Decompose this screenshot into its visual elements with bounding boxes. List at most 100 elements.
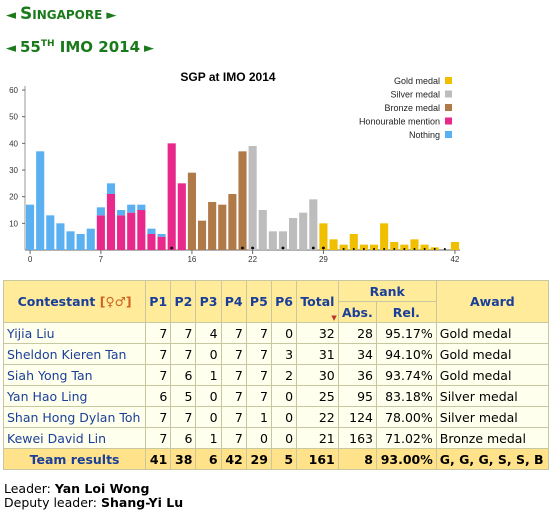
y-tick-label: 40 <box>9 139 18 148</box>
rel-rank: 94.10% <box>375 343 437 365</box>
x-tick-label: 16 <box>187 255 196 264</box>
problem-score: 2 <box>270 364 298 386</box>
y-axis: 10 20 30 40 50 60 <box>9 86 26 250</box>
contestant-name[interactable]: Kewei David Lin <box>2 427 147 449</box>
total-header[interactable]: Total ▼ <box>296 280 339 323</box>
next-country-arrow-icon[interactable]: ► <box>106 8 117 23</box>
problem-score: 6 <box>145 385 172 407</box>
prev-country-arrow-icon[interactable]: ◄ <box>6 8 16 23</box>
legend-swatch <box>445 104 452 111</box>
total-header-label: Total <box>300 294 335 309</box>
bar <box>329 239 338 250</box>
team-results-row: Team results 41 38 6 42 29 5 161 8 93.00% G, G, G,… <box>2 448 550 470</box>
country-link[interactable]: Singapore <box>20 4 103 24</box>
bar <box>177 183 186 250</box>
legend-label: Silver medal <box>390 90 440 100</box>
bar <box>339 244 348 250</box>
score-marker <box>423 248 426 250</box>
rel-rank-header[interactable]: Rel. <box>375 301 437 323</box>
rel-rank: 78.00% <box>375 406 437 428</box>
abs-rank: 28 <box>337 322 377 344</box>
results-body: Yijia Liu 7 7 4 7 7 0 32 28 95.17% Gold medal Sheld… <box>2 322 550 470</box>
award: Bronze medal <box>435 427 550 449</box>
bar <box>147 234 156 250</box>
problem-score: 7 <box>145 427 172 449</box>
legend-label: Gold medal <box>394 76 440 86</box>
bar <box>420 244 429 250</box>
contestant-name[interactable]: Yijia Liu <box>2 322 147 344</box>
problem-score: 7 <box>145 322 172 344</box>
x-tick-label: 22 <box>248 255 257 264</box>
award: Gold medal <box>435 364 550 386</box>
bar <box>400 244 409 250</box>
score-marker <box>373 248 376 250</box>
problem-score: 0 <box>270 322 298 344</box>
problem-score: 1 <box>195 364 222 386</box>
next-imo-arrow-icon[interactable]: ► <box>144 41 155 56</box>
singapore-score-marker <box>311 246 315 250</box>
bar <box>157 234 166 237</box>
award-header[interactable]: Award <box>435 280 550 323</box>
bar <box>96 207 105 216</box>
bar <box>410 239 419 250</box>
legend-swatch <box>445 77 452 84</box>
problem-score: 7 <box>245 364 272 386</box>
problem-score: 0 <box>195 385 222 407</box>
leader-label: Leader: <box>4 481 51 496</box>
team-problem-score: 41 <box>145 448 172 470</box>
problem-score: 7 <box>170 406 197 428</box>
team-problem-score: 6 <box>195 448 222 470</box>
imo-link[interactable]: 55TH IMO 2014 <box>20 38 140 56</box>
bar <box>380 223 389 250</box>
prev-imo-arrow-icon[interactable]: ◄ <box>6 41 16 56</box>
problem-score: 7 <box>245 343 272 365</box>
p2-header[interactable]: P2 <box>170 280 197 323</box>
team-results-label: Team results <box>2 448 147 470</box>
gender-icon[interactable]: [♀♂] <box>99 294 132 309</box>
leader-line: Leader: Yan Loi Wong <box>4 481 149 496</box>
problem-score: 7 <box>220 406 247 428</box>
abs-rank: 163 <box>337 427 377 449</box>
bar <box>248 146 257 250</box>
team-problem-score: 5 <box>270 448 298 470</box>
legend-label: Bronze medal <box>384 103 440 113</box>
table-row: Yijia Liu 7 7 4 7 7 0 32 28 95.17% Gold medal <box>2 322 550 344</box>
contestant-header[interactable]: Contestant [♀♂] <box>2 280 147 323</box>
chart-bars <box>26 143 459 250</box>
legend-label: Nothing <box>409 130 440 140</box>
p6-header[interactable]: P6 <box>270 280 298 323</box>
y-tick-label: 10 <box>9 219 18 228</box>
team-problem-score: 29 <box>245 448 272 470</box>
imo-nav: ◄ 55TH IMO 2014 ► <box>6 38 154 56</box>
problem-score: 0 <box>195 406 222 428</box>
total-score: 22 <box>296 406 339 428</box>
p3-header[interactable]: P3 <box>195 280 222 323</box>
legend-label: Honourable mention <box>359 117 440 127</box>
imo-label: IMO 2014 <box>59 38 141 56</box>
bar <box>278 231 288 250</box>
bar <box>369 244 379 250</box>
score-marker <box>352 248 355 250</box>
deputy-line: Deputy leader: Shang-Yi Lu <box>4 495 183 510</box>
bar <box>76 234 85 250</box>
contestant-name[interactable]: Yan Hao Ling <box>2 385 147 407</box>
contestant-name[interactable]: Shan Hong Dylan Toh <box>2 406 147 428</box>
p5-header[interactable]: P5 <box>245 280 272 323</box>
score-marker <box>433 248 436 250</box>
p1-header[interactable]: P1 <box>145 280 172 323</box>
p4-header[interactable]: P4 <box>220 280 247 323</box>
contestant-name[interactable]: Siah Yong Tan <box>2 364 147 386</box>
bar <box>197 220 207 250</box>
problem-score: 7 <box>170 343 197 365</box>
problem-score: 7 <box>170 322 197 344</box>
abs-rank-header[interactable]: Abs. <box>337 301 377 323</box>
total-score: 25 <box>296 385 339 407</box>
team-awards: G, G, G, S, S, B <box>435 448 550 470</box>
bar <box>258 210 267 250</box>
table-row: Sheldon Kieren Tan 7 7 0 7 7 3 31 34 94.10% Gold m… <box>2 343 550 365</box>
contestant-name[interactable]: Sheldon Kieren Tan <box>2 343 147 365</box>
team-rel-rank: 93.00% <box>375 448 437 470</box>
problem-score: 6 <box>170 427 197 449</box>
score-marker <box>383 248 386 250</box>
score-marker <box>362 248 365 250</box>
